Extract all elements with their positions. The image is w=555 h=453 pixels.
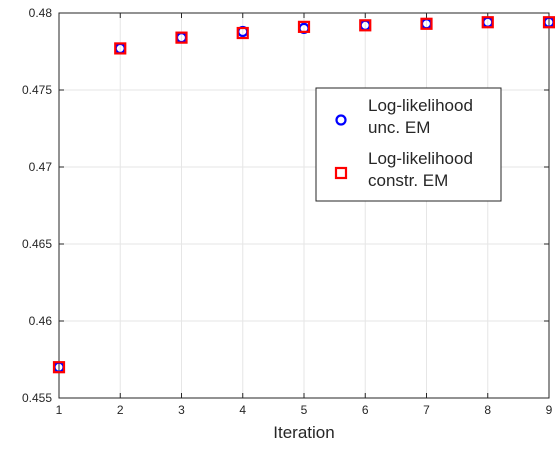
y-tick-label: 0.455 <box>22 391 52 405</box>
legend-entry: Log-likelihood constr. EM <box>334 149 473 190</box>
y-tick-label: 0.465 <box>22 237 52 251</box>
square-point <box>297 20 311 33</box>
y-tick-label: 0.46 <box>29 314 53 328</box>
x-tick-label: 3 <box>178 403 185 417</box>
legend-label: Log-likelihood <box>368 96 473 115</box>
x-tick-label: 2 <box>117 403 124 417</box>
legend-label: unc. EM <box>368 118 430 137</box>
legend-box <box>315 87 502 202</box>
legend-label: Log-likelihood <box>368 149 473 168</box>
legend-entry: Log-likelihood unc. EM <box>335 96 473 137</box>
data-marks <box>52 16 555 374</box>
x-tick-label: 9 <box>546 403 553 417</box>
x-tick-label: 5 <box>301 403 308 417</box>
square-point <box>542 16 555 29</box>
plot-border <box>58 12 550 399</box>
series-2 <box>52 16 555 374</box>
legend-label: constr. EM <box>368 171 448 190</box>
x-tick-label: 6 <box>362 403 369 417</box>
x-tick-label: 4 <box>239 403 246 417</box>
square-point <box>481 16 494 29</box>
legend-square-marker <box>334 166 348 180</box>
square-point <box>359 19 372 32</box>
square-point <box>175 31 188 44</box>
x-tick-label: 8 <box>484 403 491 417</box>
square-point <box>114 42 127 55</box>
x-tick-label: 7 <box>423 403 430 417</box>
legend: Log-likelihood unc. EM Log-likelihood const… <box>315 87 502 202</box>
square-point <box>236 26 249 40</box>
y-tick-label: 0.475 <box>22 83 52 97</box>
square-point <box>420 17 433 30</box>
y-tick-label: 0.47 <box>29 160 53 174</box>
square-point <box>52 361 66 374</box>
x-tick-label: 1 <box>56 403 63 417</box>
axis-ticks: 1 2 3 4 5 6 7 8 9 0.455 0.46 0.465 0.47 0.475 0.48 <box>22 6 553 417</box>
x-axis-label: Iteration <box>273 423 334 442</box>
legend-circle-marker <box>335 114 347 126</box>
y-tick-label: 0.48 <box>29 6 53 20</box>
